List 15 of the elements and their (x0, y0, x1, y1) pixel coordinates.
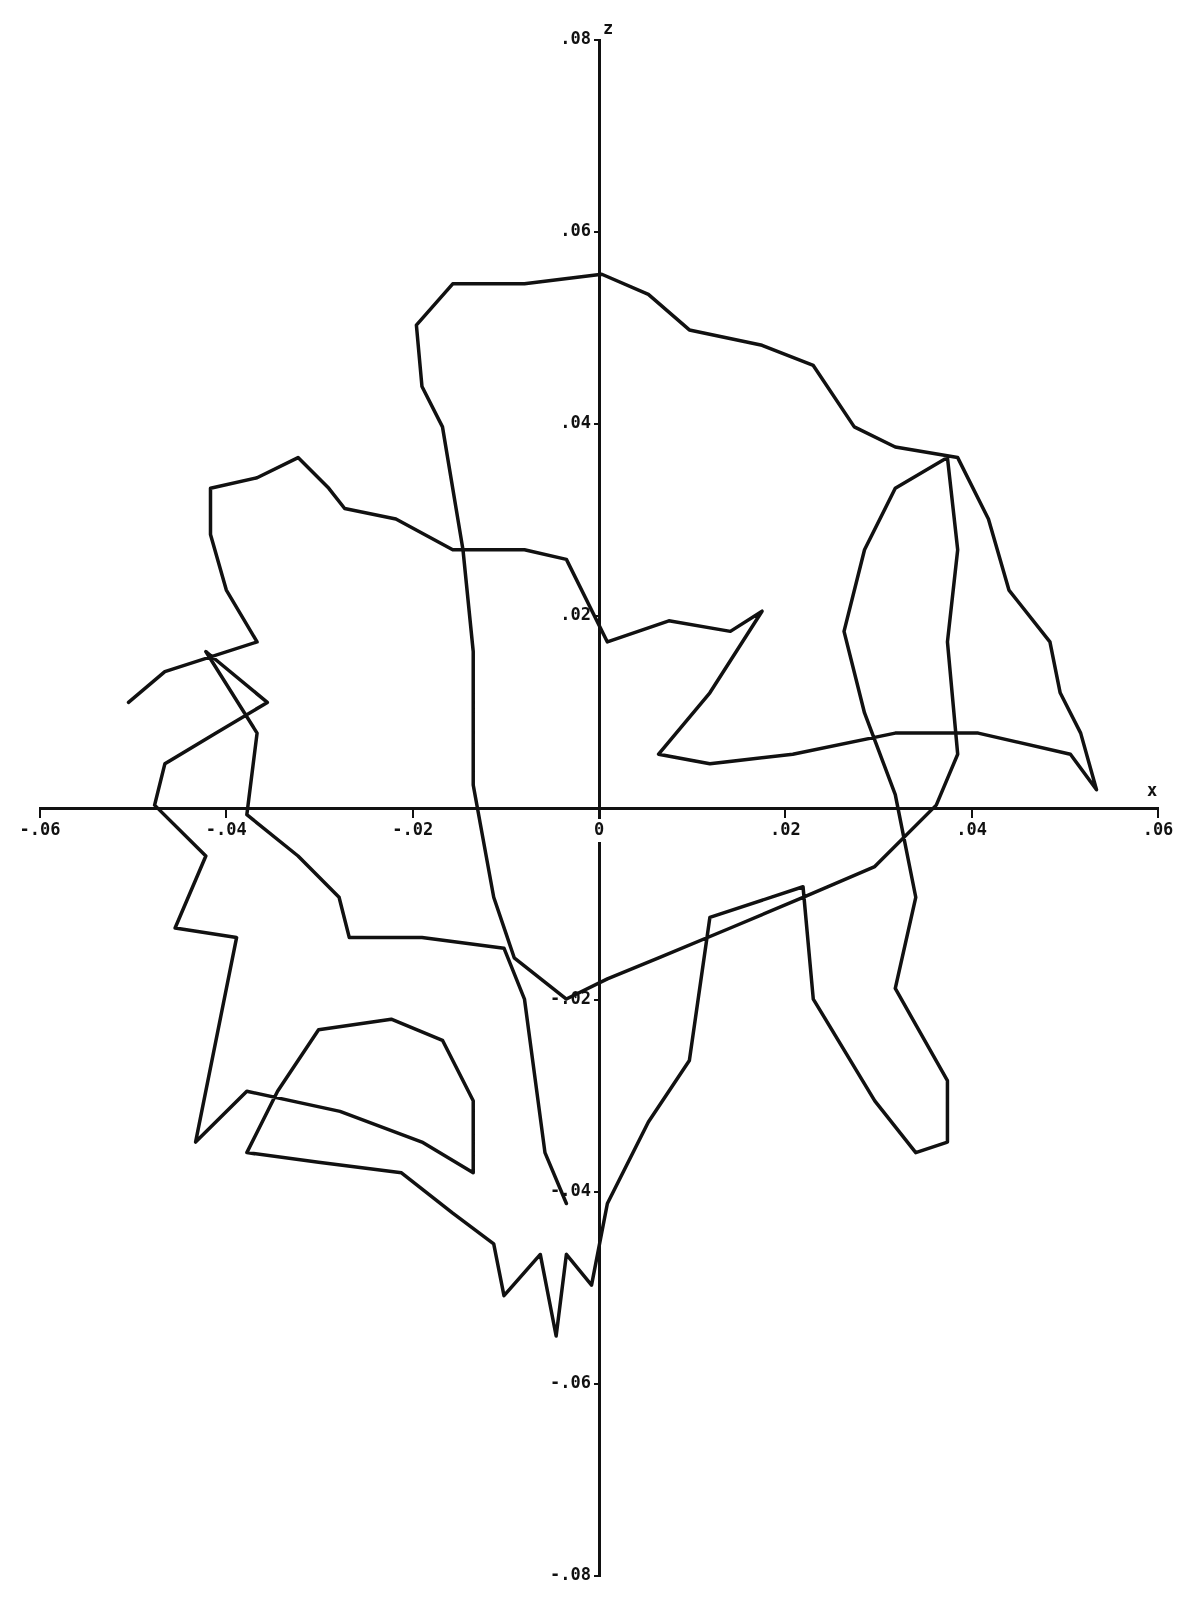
y-tick-label: -.08 (550, 1564, 592, 1585)
y-axis-title: z (603, 17, 614, 38)
y-tick-label: -.06 (550, 1372, 592, 1393)
x-tick-label: -.04 (205, 818, 247, 839)
x-tick-label: 0 (593, 818, 605, 839)
x-tick-label: -.06 (19, 818, 61, 839)
x-tick-label: .04 (956, 818, 988, 839)
y-tick-label: .02 (560, 604, 592, 625)
x-tick-label: .02 (769, 818, 801, 839)
x-axis-title: x (1146, 779, 1158, 800)
y-tick-label: .04 (560, 412, 592, 433)
x-tick-label: .06 (1142, 818, 1174, 839)
y-tick-label: .06 (560, 220, 592, 241)
y-tick-label: .08 (560, 28, 592, 49)
x-tick-label: -.02 (392, 818, 434, 839)
